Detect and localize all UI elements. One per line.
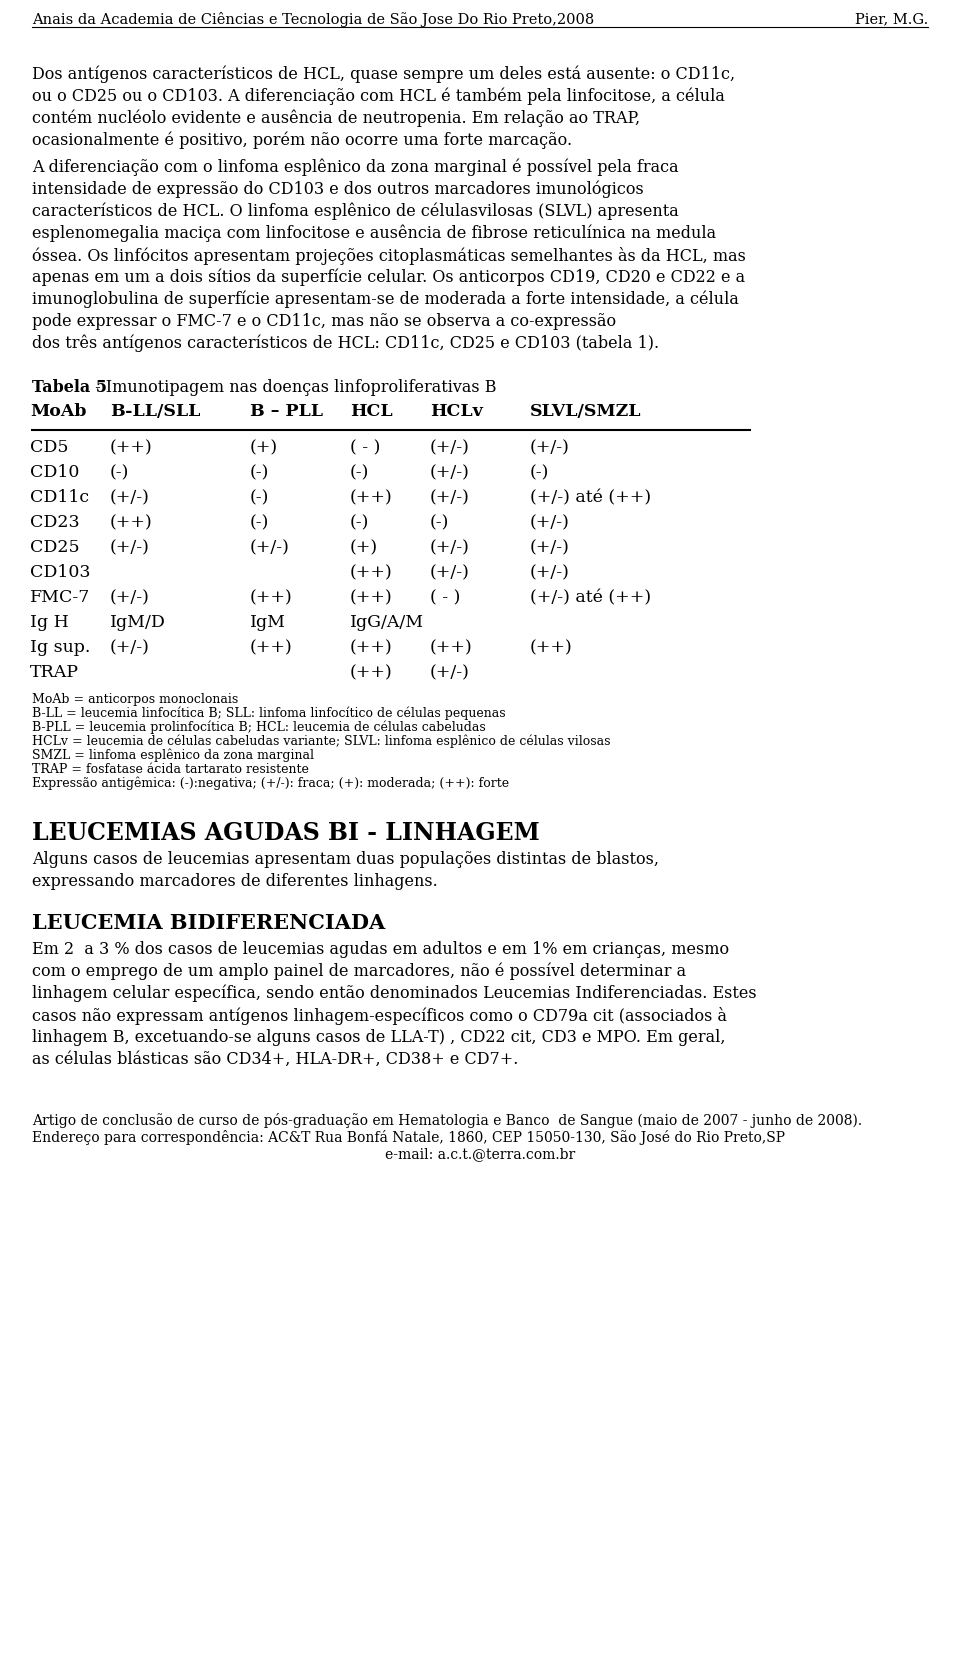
Text: B-LL/SLL: B-LL/SLL xyxy=(110,403,201,420)
Text: (+/-): (+/-) xyxy=(110,489,150,505)
Text: (+/-): (+/-) xyxy=(430,438,469,455)
Text: (-): (-) xyxy=(110,463,130,480)
Text: Expressão antigêmica: (-):negativa; (+/-): fraca; (+): moderada; (++): forte: Expressão antigêmica: (-):negativa; (+/-… xyxy=(32,776,509,790)
Text: (+/-): (+/-) xyxy=(110,639,150,656)
Text: (-): (-) xyxy=(530,463,549,480)
Text: - Imunotipagem nas doenças linfoproliferativas B: - Imunotipagem nas doenças linfoprolifer… xyxy=(90,378,496,397)
Text: (-): (-) xyxy=(430,514,449,530)
Text: Alguns casos de leucemias apresentam duas populações distintas de blastos,: Alguns casos de leucemias apresentam dua… xyxy=(32,850,659,868)
Text: Pier, M.G.: Pier, M.G. xyxy=(854,12,928,27)
Text: e-mail: a.c.t.@terra.com.br: e-mail: a.c.t.@terra.com.br xyxy=(385,1146,575,1161)
Text: (-): (-) xyxy=(350,514,370,530)
Text: (+/-): (+/-) xyxy=(530,539,570,555)
Text: (+/-): (+/-) xyxy=(530,514,570,530)
Text: HCLv: HCLv xyxy=(430,403,483,420)
Text: pode expressar o FMC-7 e o CD11c, mas não se observa a co-expressão: pode expressar o FMC-7 e o CD11c, mas nã… xyxy=(32,313,616,330)
Text: apenas em um a dois sítios da superfície celular. Os anticorpos CD19, CD20 e CD2: apenas em um a dois sítios da superfície… xyxy=(32,269,745,286)
Text: característicos de HCL. O linfoma esplênico de célulasvilosas (SLVL) apresenta: característicos de HCL. O linfoma esplên… xyxy=(32,202,679,221)
Text: (++): (++) xyxy=(430,639,472,656)
Text: as células blásticas são CD34+, HLA-DR+, CD38+ e CD7+.: as células blásticas são CD34+, HLA-DR+,… xyxy=(32,1051,518,1067)
Text: ocasionalmente é positivo, porém não ocorre uma forte marcação.: ocasionalmente é positivo, porém não oco… xyxy=(32,130,572,149)
Text: intensidade de expressão do CD103 e dos outros marcadores imunológicos: intensidade de expressão do CD103 e dos … xyxy=(32,181,644,199)
Text: B-PLL = leucemia prolinfocítica B; HCL: leucemia de células cabeludas: B-PLL = leucemia prolinfocítica B; HCL: … xyxy=(32,721,486,734)
Text: contém nucléolo evidente e ausência de neutropenia. Em relação ao TRAP,: contém nucléolo evidente e ausência de n… xyxy=(32,109,640,127)
Text: IgM/D: IgM/D xyxy=(110,614,166,631)
Text: MoAb = anticorpos monoclonais: MoAb = anticorpos monoclonais xyxy=(32,693,238,706)
Text: (-): (-) xyxy=(250,489,270,505)
Text: (+/-): (+/-) xyxy=(110,589,150,606)
Text: (+): (+) xyxy=(250,438,278,455)
Text: SMZL = linfoma esplênico da zona marginal: SMZL = linfoma esplênico da zona margina… xyxy=(32,748,314,761)
Text: (+/-) até (++): (+/-) até (++) xyxy=(530,489,651,505)
Text: (++): (++) xyxy=(350,639,393,656)
Text: (++): (++) xyxy=(110,514,153,530)
Text: (+/-): (+/-) xyxy=(110,539,150,555)
Text: CD11c: CD11c xyxy=(30,489,89,505)
Text: (+/-): (+/-) xyxy=(430,664,469,681)
Text: MoAb: MoAb xyxy=(30,403,86,420)
Text: TRAP = fosfatase ácida tartarato resistente: TRAP = fosfatase ácida tartarato resiste… xyxy=(32,763,309,776)
Text: esplenomegalia maciça com linfocitose e ausência de fibrose reticulínica na medu: esplenomegalia maciça com linfocitose e … xyxy=(32,224,716,243)
Text: dos três antígenos característicos de HCL: CD11c, CD25 e CD103 (tabela 1).: dos três antígenos característicos de HC… xyxy=(32,335,660,353)
Text: ( - ): ( - ) xyxy=(350,438,380,455)
Text: (++): (++) xyxy=(250,589,293,606)
Text: Tabela 5: Tabela 5 xyxy=(32,378,107,397)
Text: (-): (-) xyxy=(250,463,270,480)
Text: CD5: CD5 xyxy=(30,438,68,455)
Text: Dos antígenos característicos de HCL, quase sempre um deles está ausente: o CD11: Dos antígenos característicos de HCL, qu… xyxy=(32,65,735,82)
Text: (+/-) até (++): (+/-) até (++) xyxy=(530,589,651,606)
Text: LEUCEMIA BIDIFERENCIADA: LEUCEMIA BIDIFERENCIADA xyxy=(32,912,385,932)
Text: (+/-): (+/-) xyxy=(250,539,290,555)
Text: (++): (++) xyxy=(350,664,393,681)
Text: B-LL = leucemia linfocítica B; SLL: linfoma linfocítico de células pequenas: B-LL = leucemia linfocítica B; SLL: linf… xyxy=(32,706,506,719)
Text: (+/-): (+/-) xyxy=(430,564,469,581)
Text: TRAP: TRAP xyxy=(30,664,79,681)
Text: Em 2  a 3 % dos casos de leucemias agudas em adultos e em 1% em crianças, mesmo: Em 2 a 3 % dos casos de leucemias agudas… xyxy=(32,940,730,957)
Text: (++): (++) xyxy=(350,489,393,505)
Text: (+/-): (+/-) xyxy=(530,564,570,581)
Text: Artigo de conclusão de curso de pós-graduação em Hematologia e Banco  de Sangue : Artigo de conclusão de curso de pós-grad… xyxy=(32,1113,862,1128)
Text: Ig H: Ig H xyxy=(30,614,69,631)
Text: IgG/A/M: IgG/A/M xyxy=(350,614,424,631)
Text: (++): (++) xyxy=(250,639,293,656)
Text: ( - ): ( - ) xyxy=(430,589,461,606)
Text: A diferenciação com o linfoma esplênico da zona marginal é possível pela fraca: A diferenciação com o linfoma esplênico … xyxy=(32,159,679,176)
Text: (+/-): (+/-) xyxy=(430,539,469,555)
Text: CD25: CD25 xyxy=(30,539,80,555)
Text: com o emprego de um amplo painel de marcadores, não é possível determinar a: com o emprego de um amplo painel de marc… xyxy=(32,962,686,980)
Text: (+/-): (+/-) xyxy=(430,489,469,505)
Text: expressando marcadores de diferentes linhagens.: expressando marcadores de diferentes lin… xyxy=(32,873,438,890)
Text: linhagem B, excetuando-se alguns casos de LLA-T) , CD22 cit, CD3 e MPO. Em geral: linhagem B, excetuando-se alguns casos d… xyxy=(32,1029,726,1046)
Text: CD23: CD23 xyxy=(30,514,80,530)
Text: (+/-): (+/-) xyxy=(530,438,570,455)
Text: linhagem celular específica, sendo então denominados Leucemias Indiferenciadas. : linhagem celular específica, sendo então… xyxy=(32,984,756,1002)
Text: HCL: HCL xyxy=(350,403,393,420)
Text: HCLv = leucemia de células cabeludas variante; SLVL: linfoma esplênico de célula: HCLv = leucemia de células cabeludas var… xyxy=(32,734,611,748)
Text: CD103: CD103 xyxy=(30,564,90,581)
Text: SLVL/SMZL: SLVL/SMZL xyxy=(530,403,641,420)
Text: ou o CD25 ou o CD103. A diferenciação com HCL é também pela linfocitose, a célul: ou o CD25 ou o CD103. A diferenciação co… xyxy=(32,87,725,104)
Text: (++): (++) xyxy=(350,589,393,606)
Text: (-): (-) xyxy=(350,463,370,480)
Text: Endereço para correspondência: AC&T Rua Bonfá Natale, 1860, CEP 15050-130, São J: Endereço para correspondência: AC&T Rua … xyxy=(32,1129,785,1144)
Text: Ig sup.: Ig sup. xyxy=(30,639,90,656)
Text: (++): (++) xyxy=(110,438,153,455)
Text: (-): (-) xyxy=(250,514,270,530)
Text: (++): (++) xyxy=(350,564,393,581)
Text: casos não expressam antígenos linhagem-específicos como o CD79a cit (associados : casos não expressam antígenos linhagem-e… xyxy=(32,1007,727,1024)
Text: (+): (+) xyxy=(350,539,378,555)
Text: (++): (++) xyxy=(530,639,573,656)
Text: (+/-): (+/-) xyxy=(430,463,469,480)
Text: Anais da Academia de Ciências e Tecnologia de São Jose Do Rio Preto,2008: Anais da Academia de Ciências e Tecnolog… xyxy=(32,12,594,27)
Text: FMC-7: FMC-7 xyxy=(30,589,90,606)
Text: IgM: IgM xyxy=(250,614,286,631)
Text: LEUCEMIAS AGUDAS BI - LINHAGEM: LEUCEMIAS AGUDAS BI - LINHAGEM xyxy=(32,820,540,845)
Text: B – PLL: B – PLL xyxy=(250,403,323,420)
Text: CD10: CD10 xyxy=(30,463,80,480)
Text: óssea. Os linfócitos apresentam projeções citoplasmáticas semelhantes às da HCL,: óssea. Os linfócitos apresentam projeçõe… xyxy=(32,248,746,264)
Text: imunoglobulina de superfície apresentam-se de moderada a forte intensidade, a cé: imunoglobulina de superfície apresentam-… xyxy=(32,291,739,308)
